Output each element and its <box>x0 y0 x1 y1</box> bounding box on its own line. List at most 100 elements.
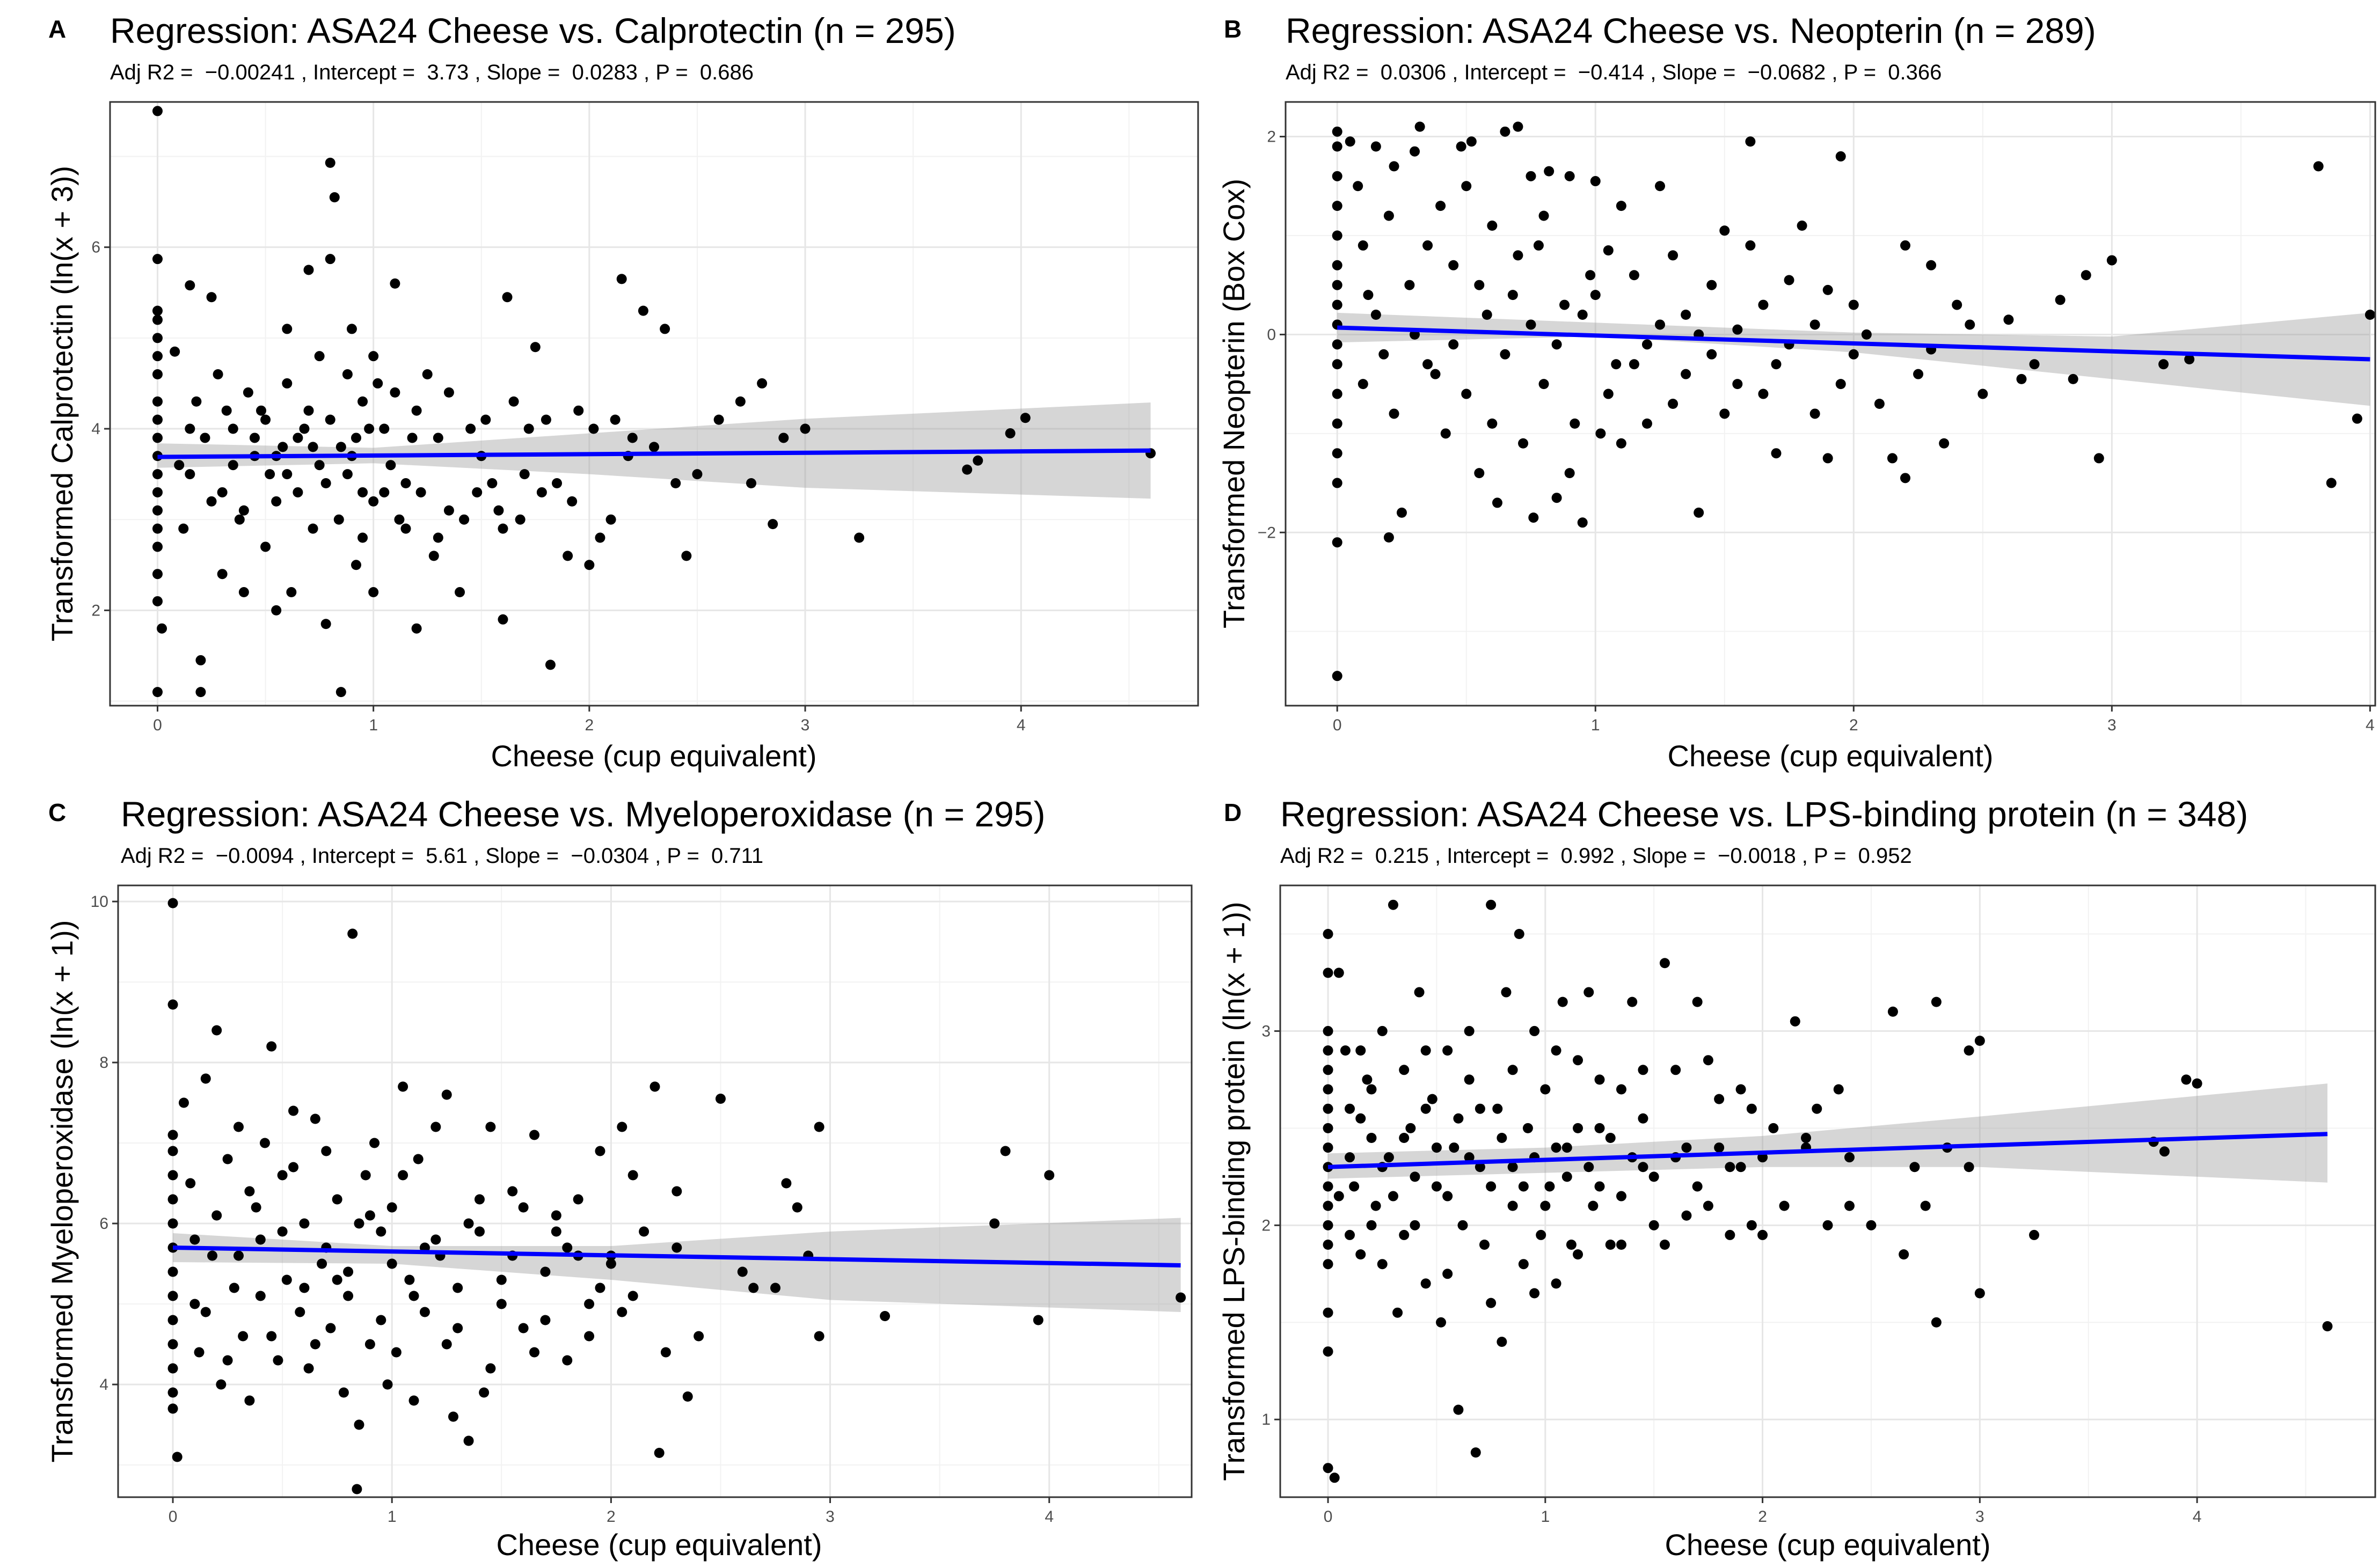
data-point <box>1887 1006 1898 1017</box>
data-point <box>1366 1084 1377 1095</box>
data-point <box>1616 1084 1626 1095</box>
data-point <box>472 487 483 497</box>
data-point <box>157 623 167 634</box>
data-point <box>167 1146 178 1156</box>
data-point <box>411 623 422 634</box>
data-point <box>185 1178 196 1189</box>
data-point <box>595 1146 605 1156</box>
data-point <box>1573 1055 1583 1066</box>
y-tick-label: 1 <box>1261 1411 1271 1428</box>
data-point <box>152 487 163 497</box>
data-point <box>2322 1321 2333 1332</box>
data-point <box>211 1210 222 1221</box>
data-point <box>398 1081 408 1092</box>
data-point <box>465 423 476 434</box>
data-point <box>260 414 271 425</box>
data-point <box>498 614 508 625</box>
data-point <box>1474 468 1485 479</box>
data-point <box>217 487 228 497</box>
data-point <box>1453 1404 1464 1415</box>
data-point <box>1745 136 1756 147</box>
data-point <box>251 1202 261 1213</box>
regression-line <box>1337 325 2370 362</box>
data-point <box>638 305 648 316</box>
panel-a: 0 1 2 3 4 2 4 6 A Regression: ASA24 Cheese vs. Ca… <box>45 11 1199 773</box>
data-point <box>1333 968 1344 978</box>
data-point <box>216 1379 227 1390</box>
data-point <box>277 1226 288 1237</box>
chart-subtitle: Adj R2 = 0.0306 , Intercept = −0.414 , S… <box>1286 61 1942 84</box>
data-point <box>229 1283 239 1293</box>
y-tick-label: 4 <box>91 420 100 438</box>
plot-frame <box>117 884 1193 1498</box>
data-point <box>1655 181 1666 192</box>
data-point <box>989 1218 1000 1229</box>
data-point <box>1540 1084 1551 1095</box>
data-point <box>335 687 346 698</box>
data-point <box>1323 1084 1333 1095</box>
data-point <box>518 1202 529 1213</box>
x-tick-label: 3 <box>1975 1508 1984 1526</box>
panel-letter: A <box>48 15 66 43</box>
data-point <box>1332 141 1342 152</box>
data-point <box>1501 987 1512 998</box>
y-tick-label: 10 <box>91 893 108 911</box>
chart-title: Regression: ASA24 Cheese vs. LPS-binding… <box>1280 794 2248 834</box>
data-point <box>342 469 353 480</box>
data-point <box>529 1347 540 1358</box>
data-point <box>391 1347 402 1358</box>
data-point <box>167 1315 178 1325</box>
data-point <box>715 1094 726 1104</box>
data-point <box>408 1291 419 1301</box>
data-point <box>448 1411 458 1422</box>
data-point <box>1694 507 1704 518</box>
data-point <box>1670 1065 1681 1075</box>
chart-subtitle: Adj R2 = −0.0094 , Intercept = 5.61 , Sl… <box>121 844 763 868</box>
data-point <box>770 1283 780 1293</box>
data-point <box>244 1395 255 1406</box>
data-point <box>474 1194 485 1205</box>
x-tick-label: 1 <box>1591 716 1600 734</box>
data-point <box>167 999 178 1010</box>
data-point <box>354 1419 364 1430</box>
data-point <box>379 487 390 497</box>
data-point <box>540 1266 551 1277</box>
data-point <box>2093 453 2104 464</box>
data-point <box>1404 280 1415 290</box>
data-point <box>152 569 163 580</box>
data-point <box>1332 280 1342 290</box>
data-point <box>1735 1162 1746 1173</box>
x-tick-label: 2 <box>585 716 594 734</box>
data-point <box>1771 448 1782 459</box>
data-point <box>1377 1025 1388 1036</box>
y-tick-label: 3 <box>1261 1022 1271 1040</box>
data-point <box>1355 1249 1366 1260</box>
data-point <box>152 333 163 343</box>
data-point <box>2158 359 2169 370</box>
data-point <box>650 1081 660 1092</box>
data-point <box>266 1331 277 1342</box>
data-point <box>1457 1220 1468 1230</box>
x-tick-label: 0 <box>1324 1508 1333 1526</box>
data-point <box>1507 1200 1518 1211</box>
data-point <box>1745 240 1756 251</box>
data-point <box>1641 339 1652 350</box>
data-point <box>1474 280 1485 290</box>
data-point <box>584 1331 595 1342</box>
data-point <box>1449 1142 1459 1153</box>
y-axis-label: Transformed Neopterin (Box Cox) <box>1217 179 1251 628</box>
data-point <box>295 1307 305 1317</box>
data-point <box>1464 1025 1475 1036</box>
data-point <box>1861 329 1872 340</box>
data-point <box>854 532 865 543</box>
panel-b: 0 1 2 3 4 −2 0 2 B Regression: ASA24 Cheese vs. N… <box>1217 11 2376 773</box>
data-point <box>1561 1142 1572 1153</box>
data-point <box>459 514 470 525</box>
data-point <box>282 324 293 334</box>
data-point <box>1577 310 1588 320</box>
data-point <box>519 469 530 480</box>
data-point <box>1323 1142 1333 1153</box>
data-point <box>672 1186 682 1197</box>
data-point <box>584 560 595 570</box>
